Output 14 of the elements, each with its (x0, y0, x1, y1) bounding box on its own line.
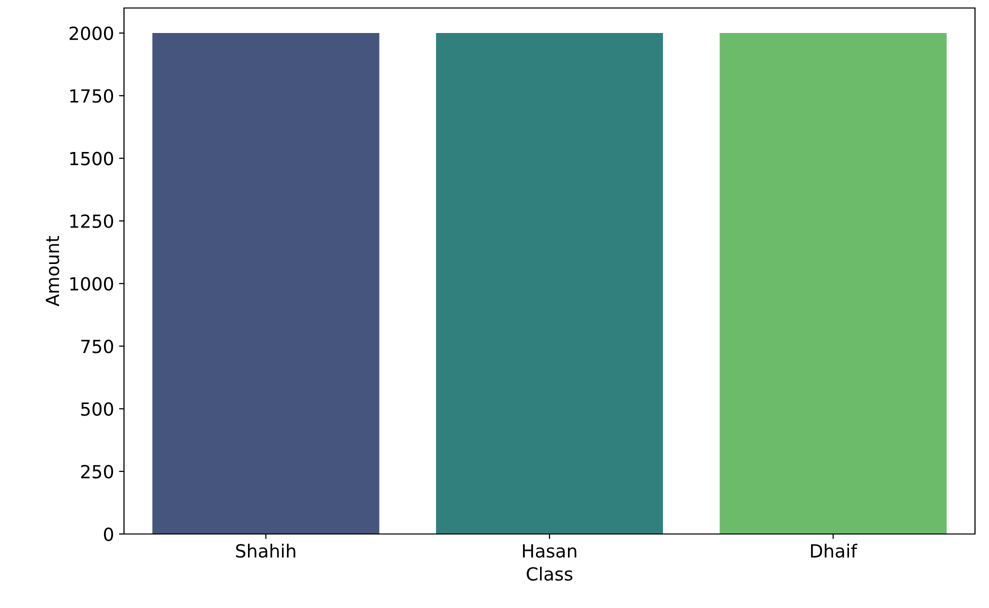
y-tick-label: 1750 (70, 89, 114, 103)
y-tick-label: 750 (81, 340, 114, 354)
y-tick-label: 0 (104, 527, 114, 542)
x-tick-label: Dhaif (811, 544, 858, 558)
y-axis-title: Amount (46, 236, 60, 306)
y-tick-label: 500 (81, 402, 114, 416)
y-tick-label: 1000 (70, 276, 114, 291)
y-tick-label: 1500 (70, 152, 114, 166)
y-tick-label: 1250 (70, 214, 114, 228)
y-tick-label: 250 (81, 464, 114, 478)
y-tick-label: 2000 (70, 26, 114, 40)
x-tick-label: Hasan (522, 544, 576, 558)
x-axis-title: Class (526, 566, 572, 581)
x-tick-label: Shahih (236, 544, 296, 558)
